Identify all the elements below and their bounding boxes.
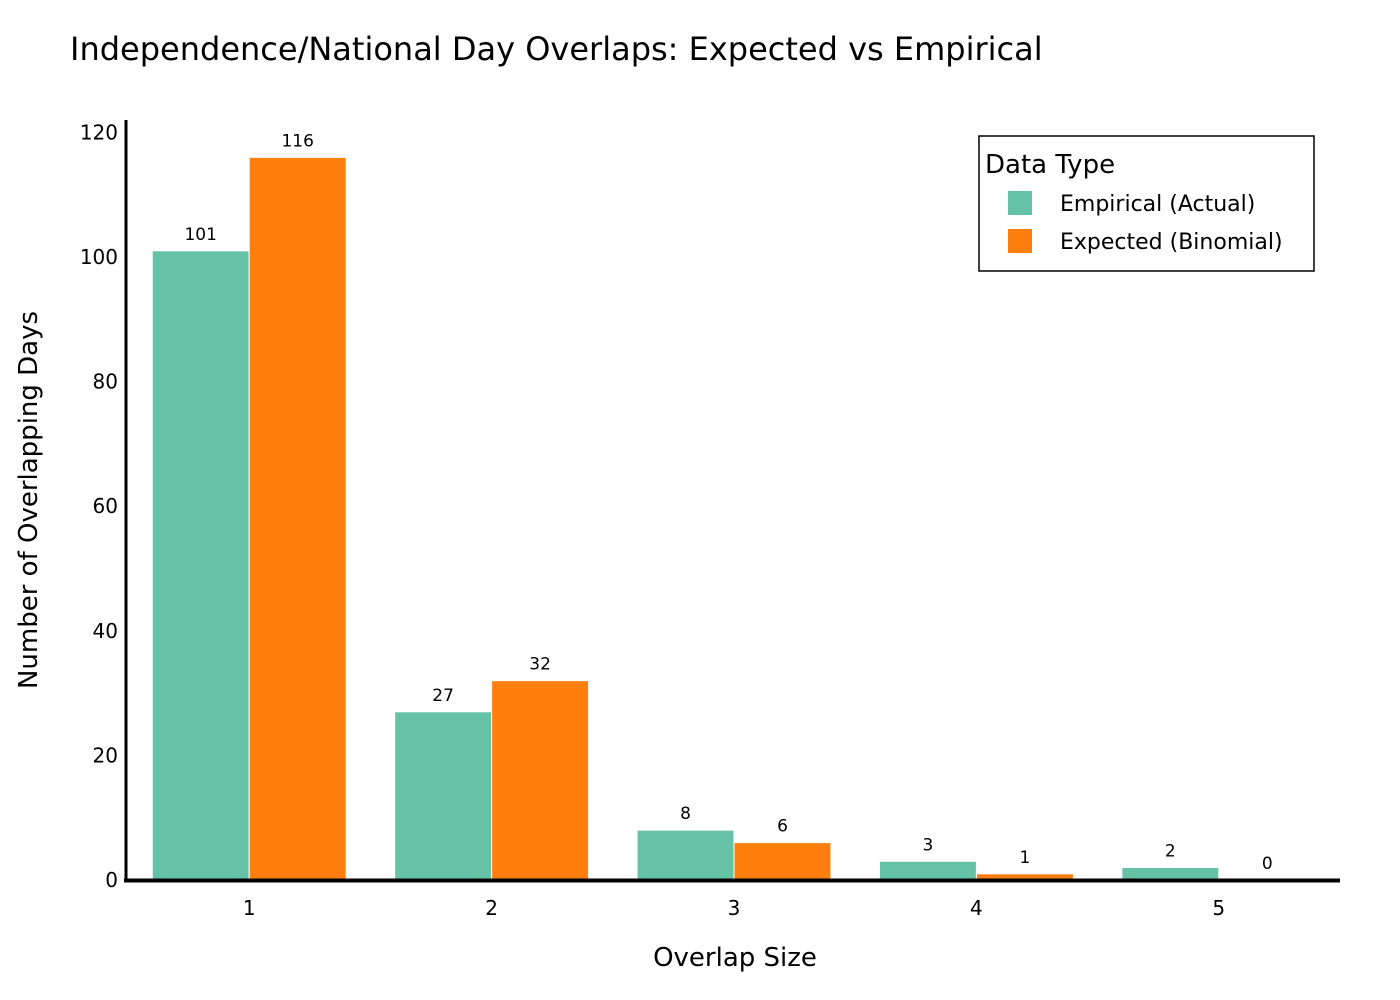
y-tick-label: 20 [93, 743, 118, 767]
legend: Data Type Empirical (Actual) Expected (Bi… [978, 135, 1315, 272]
y-axis-ticks: 0 20 40 60 80 100 120 [80, 120, 118, 892]
y-tick-label: 100 [80, 245, 118, 269]
bar-value-label: 27 [432, 686, 454, 706]
bar-data-labels: 101 116 27 32 8 6 3 1 2 0 [184, 131, 1272, 874]
bar-empirical-2 [394, 711, 493, 881]
y-axis-title: Number of Overlapping Days [14, 311, 44, 689]
bar-value-label: 6 [777, 817, 788, 837]
bar-value-label: 3 [923, 835, 934, 855]
bar-value-label: 0 [1262, 854, 1273, 874]
bar-value-label: 101 [184, 225, 216, 245]
bar-empirical-1 [151, 250, 250, 881]
bar-expected-3 [733, 842, 832, 881]
y-tick-label: 60 [93, 494, 118, 518]
x-tick-label: 1 [243, 896, 256, 920]
bar-expected-2 [491, 680, 590, 881]
x-axis-title: Overlap Size [653, 943, 817, 973]
bars [151, 156, 1317, 881]
legend-box [978, 135, 1315, 272]
bar-value-label: 2 [1165, 842, 1176, 862]
x-tick-label: 3 [728, 896, 741, 920]
bar-value-label: 8 [680, 804, 691, 824]
bar-empirical-3 [636, 829, 735, 881]
legend-swatch-empirical [1008, 191, 1032, 215]
legend-title: Data Type [985, 150, 1115, 180]
bar-empirical-5 [1121, 867, 1220, 881]
bar-value-label: 116 [281, 131, 313, 151]
y-tick-label: 80 [93, 370, 118, 394]
chart-title: Independence/National Day Overlaps: Expe… [70, 30, 1043, 68]
x-tick-label: 2 [485, 896, 498, 920]
x-tick-label: 5 [1212, 896, 1225, 920]
bar-value-label: 32 [529, 655, 551, 675]
y-tick-label: 40 [93, 619, 118, 643]
x-axis-ticks: 1 2 3 4 5 [243, 896, 1225, 920]
legend-swatch-expected [1008, 229, 1032, 253]
x-tick-label: 4 [970, 896, 983, 920]
bar-empirical-4 [878, 860, 977, 881]
y-tick-label: 120 [80, 120, 118, 144]
legend-label-expected: Expected (Binomial) [1060, 230, 1283, 255]
legend-label-empirical: Empirical (Actual) [1060, 192, 1255, 217]
bar-value-label: 1 [1019, 848, 1030, 868]
y-tick-label: 0 [105, 868, 118, 892]
bar-expected-1 [248, 156, 347, 881]
